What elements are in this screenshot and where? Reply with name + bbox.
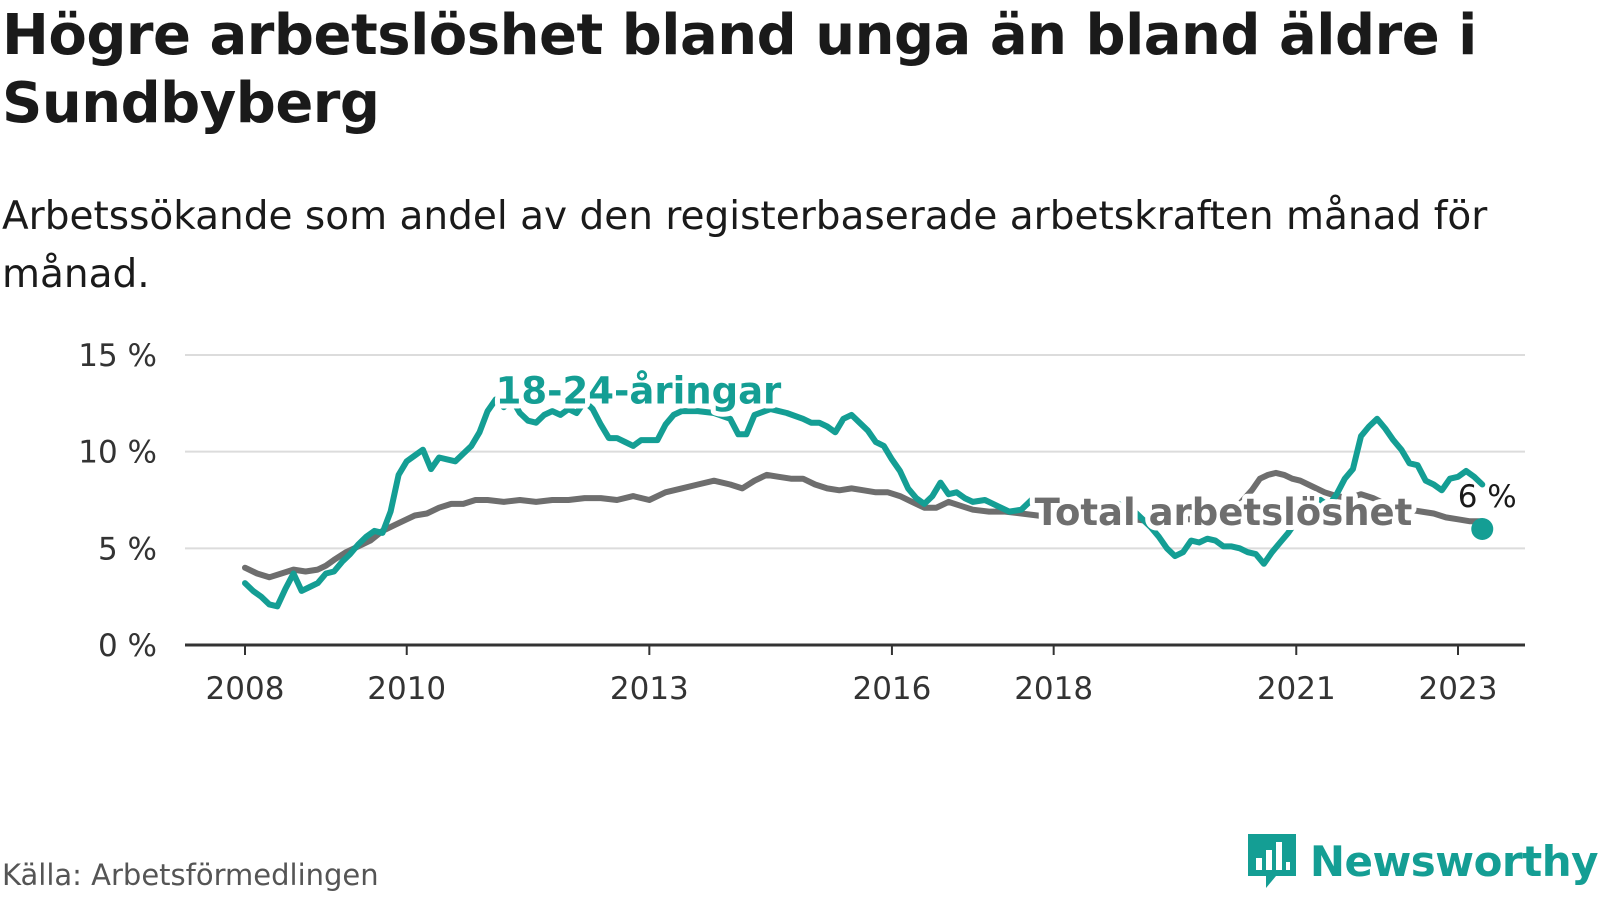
source-note: Källa: Arbetsförmedlingen: [2, 858, 379, 892]
y-tick-label-15: 15 %: [78, 338, 157, 374]
brand-logo: Newsworthy: [1246, 832, 1599, 890]
end-point-marker: [1471, 518, 1494, 540]
series-line-18-24-aringar: [242, 396, 1486, 610]
x-tick-label-2016: 2016: [852, 671, 931, 707]
series-line-total-arbetsloshet: [242, 469, 1486, 581]
x-tick-label-2008: 2008: [206, 671, 285, 707]
x-tick-label-2018: 2018: [1014, 671, 1093, 707]
series-label-18-24-aringar: 18-24-åringar: [496, 369, 782, 412]
series-label-total-arbetsloshet: Total arbetslöshet: [1035, 491, 1413, 534]
x-tick-label-2013: 2013: [610, 671, 689, 707]
y-tick-label-10: 10 %: [78, 435, 157, 471]
x-tick-label-2021: 2021: [1257, 671, 1336, 707]
x-tick-label-2023: 2023: [1419, 671, 1498, 707]
y-tick-label-0: 0 %: [98, 628, 157, 664]
end-value-label: 6 %: [1458, 479, 1517, 515]
x-tick-label-2010: 2010: [367, 671, 446, 707]
chart-subtitle: Arbetssökande som andel av den registerb…: [2, 194, 1488, 297]
line-chart: 0 % 5 % 10 % 15 % 2008 2010 2013 2016 2018 2021 20…: [78, 338, 1525, 707]
chart-title: Högre arbetslöshet bland unga än bland ä…: [2, 3, 1477, 136]
y-tick-label-5: 5 %: [98, 531, 157, 567]
newsworthy-logo-icon: [1247, 834, 1296, 888]
brand-name: Newsworthy: [1309, 836, 1599, 886]
